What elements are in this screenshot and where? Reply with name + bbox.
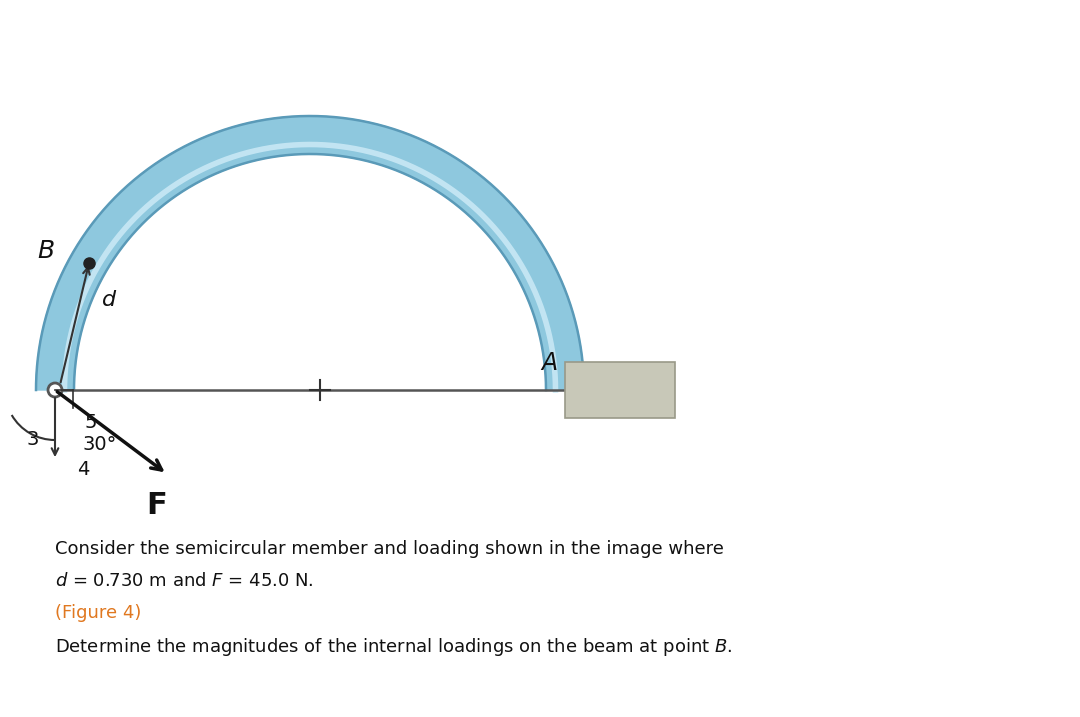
Text: Determine the magnitudes of the internal loadings on the beam at point $B$.: Determine the magnitudes of the internal… (55, 636, 732, 658)
Text: F: F (147, 491, 167, 520)
Text: 4: 4 (77, 460, 90, 479)
Text: 5: 5 (85, 413, 97, 432)
Circle shape (48, 383, 62, 397)
Text: Consider the semicircular member and loading shown in the image where: Consider the semicircular member and loa… (55, 540, 724, 558)
Text: d: d (103, 290, 117, 310)
Polygon shape (36, 116, 584, 390)
Text: B: B (37, 239, 54, 262)
Bar (565, 362, 675, 418)
Text: (Figure 4): (Figure 4) (55, 604, 141, 622)
Text: A: A (541, 351, 557, 375)
Text: 30°: 30° (83, 435, 118, 454)
Text: 3: 3 (27, 430, 39, 449)
Text: $d$ = 0.730 m and $F$ = 45.0 N.: $d$ = 0.730 m and $F$ = 45.0 N. (55, 572, 313, 590)
